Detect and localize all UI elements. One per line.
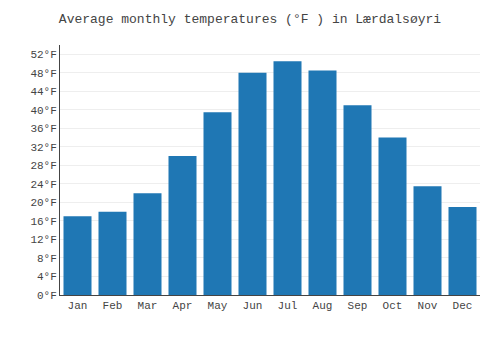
svg-text:Feb: Feb [103, 300, 123, 312]
svg-text:Jul: Jul [278, 300, 298, 312]
svg-text:52°F: 52°F [30, 49, 56, 61]
svg-text:0°F: 0°F [37, 290, 57, 302]
svg-text:Average monthly temperatures (: Average monthly temperatures (°F ) in Læ… [59, 12, 441, 27]
svg-text:48°F: 48°F [30, 68, 56, 80]
svg-text:36°F: 36°F [30, 123, 56, 135]
svg-text:Oct: Oct [383, 300, 403, 312]
svg-text:16°F: 16°F [30, 216, 56, 228]
svg-text:Jun: Jun [243, 300, 263, 312]
svg-text:Dec: Dec [453, 300, 473, 312]
svg-text:Aug: Aug [313, 300, 333, 312]
svg-text:28°F: 28°F [30, 160, 56, 172]
svg-text:Sep: Sep [348, 300, 368, 312]
svg-text:32°F: 32°F [30, 142, 56, 154]
svg-text:24°F: 24°F [30, 179, 56, 191]
svg-text:May: May [208, 300, 228, 312]
svg-text:40°F: 40°F [30, 105, 56, 117]
svg-text:12°F: 12°F [30, 234, 56, 246]
svg-text:8°F: 8°F [37, 253, 57, 265]
svg-text:Nov: Nov [418, 300, 438, 312]
svg-text:Mar: Mar [138, 300, 158, 312]
svg-text:20°F: 20°F [30, 197, 56, 209]
svg-text:4°F: 4°F [37, 271, 57, 283]
svg-text:Jan: Jan [68, 300, 88, 312]
svg-text:44°F: 44°F [30, 86, 56, 98]
svg-text:Apr: Apr [173, 300, 193, 312]
